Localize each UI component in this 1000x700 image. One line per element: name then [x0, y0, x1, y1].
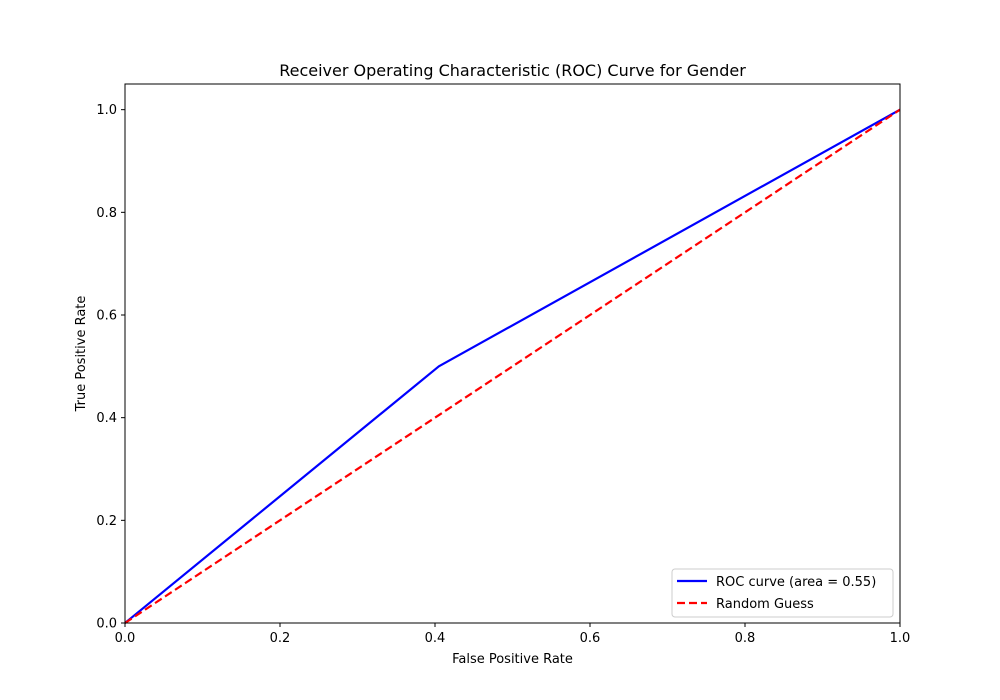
- x-tick-label: 0.6: [580, 631, 601, 646]
- y-tick-label: 0.2: [96, 514, 117, 529]
- x-axis-label: False Positive Rate: [452, 652, 573, 667]
- x-tick-label: 1.0: [890, 631, 911, 646]
- y-tick-label: 0.6: [96, 309, 117, 324]
- x-axis: 0.0 0.2 0.4 0.6 0.8 1.0: [115, 623, 911, 646]
- legend-box: [671, 568, 894, 618]
- y-axis: 0.0 0.2 0.4 0.6 0.8 1.0: [96, 103, 125, 632]
- plot-frame: [124, 83, 901, 624]
- legend: ROC curve (area = 0.55) Random Guess: [671, 568, 894, 618]
- y-tick-label: 0.0: [96, 617, 117, 632]
- x-tick-label: 0.8: [735, 631, 756, 646]
- plot-area: [124, 108, 901, 624]
- y-axis-label: True Positive Rate: [74, 296, 89, 413]
- y-tick-label: 1.0: [96, 103, 117, 118]
- legend-random-label: Random Guess: [716, 597, 814, 612]
- x-tick-label: 0.4: [425, 631, 446, 646]
- x-tick-label: 0.2: [270, 631, 291, 646]
- legend-roc-label: ROC curve (area = 0.55): [716, 575, 876, 590]
- y-tick-label: 0.8: [96, 206, 117, 221]
- y-tick-label: 0.4: [96, 411, 117, 426]
- roc-curve-line: [124, 108, 901, 624]
- x-tick-label: 0.0: [115, 631, 136, 646]
- random-guess-line: [124, 108, 901, 624]
- chart-title: Receiver Operating Characteristic (ROC) …: [279, 61, 746, 80]
